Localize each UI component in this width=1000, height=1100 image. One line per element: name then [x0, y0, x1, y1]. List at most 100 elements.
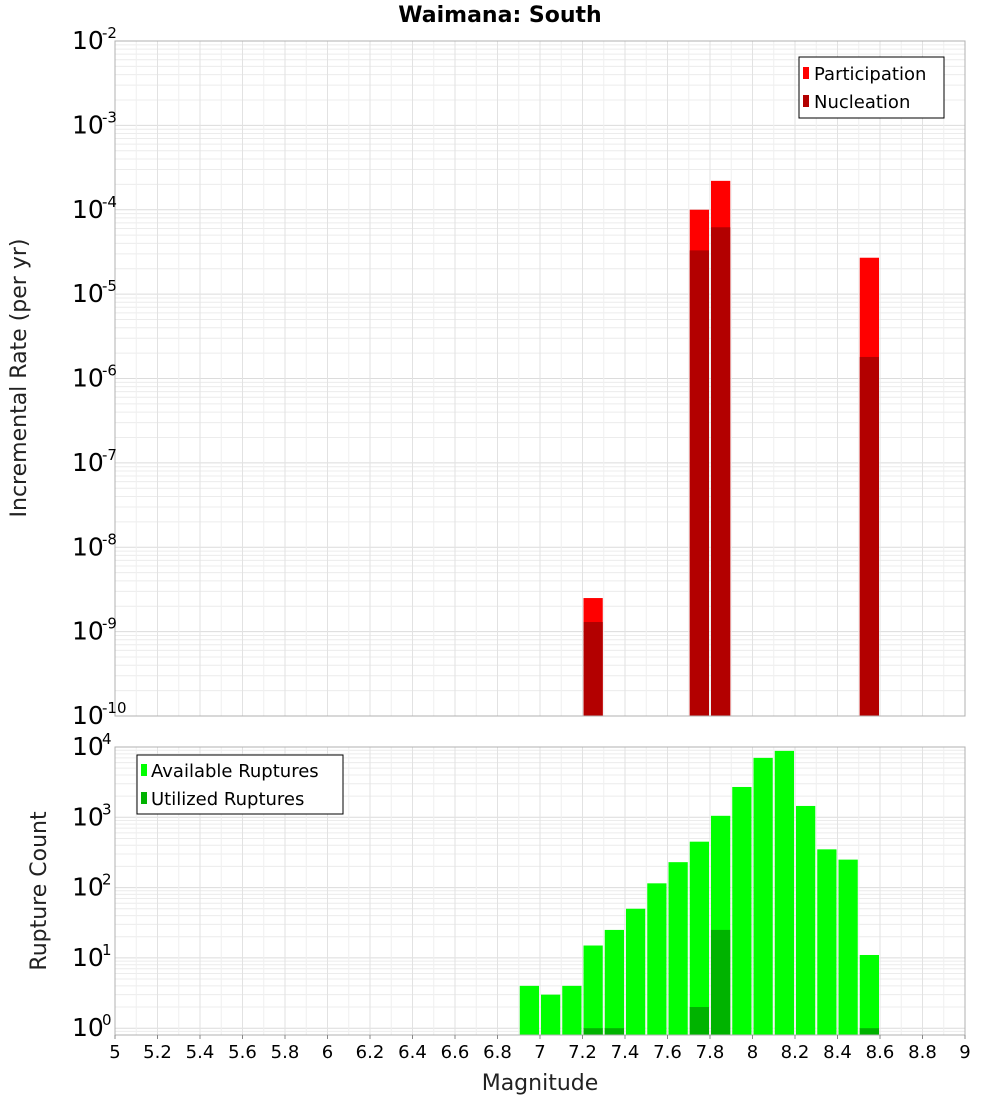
chart-title: Waimana: South [398, 3, 601, 28]
top-y-tick-base: 10 [72, 617, 104, 646]
legend-swatch-nucleation [803, 95, 809, 107]
top-bars [583, 180, 879, 717]
bottom-y-tick-base: 10 [72, 1013, 104, 1042]
top-y-tick-exponent: -2 [102, 24, 117, 42]
bottom-y-tick-exponent: 0 [102, 1011, 112, 1029]
bottom-bar-available-ruptures [689, 841, 709, 1035]
bottom-bar-available-ruptures [583, 945, 603, 1035]
top-y-tick-exponent: -8 [102, 530, 117, 548]
top-y-tick-exponent: -7 [102, 446, 117, 464]
x-tick-label: 8 [747, 1042, 758, 1063]
bottom-bar-utilized-ruptures [604, 1028, 624, 1035]
x-tick-label: 5 [109, 1042, 120, 1063]
legend-label-utilized: Utilized Ruptures [151, 789, 304, 810]
x-tick-label: 5.8 [271, 1042, 300, 1063]
bottom-bar-available-ruptures [519, 985, 539, 1035]
top-gridlines [114, 40, 966, 717]
bottom-bar-available-ruptures [647, 883, 667, 1035]
top-y-tick-exponent: -3 [102, 108, 117, 126]
bottom-y-tick-exponent: 2 [102, 871, 112, 889]
top-y-tick-exponent: -10 [102, 699, 127, 717]
x-tick-label: 5.4 [186, 1042, 215, 1063]
x-tick-labels: 5 5.2 5.4 5.6 5.8 6 6.2 6.4 6.6 6.8 7 7.2 7.4 7.6 7.8 8… [109, 1035, 971, 1063]
bottom-y-tick-exponent: 1 [102, 941, 112, 959]
x-tick-label: 7.4 [611, 1042, 640, 1063]
bottom-bar-available-ruptures [541, 994, 561, 1035]
bottom-bar-available-ruptures [562, 985, 582, 1035]
x-tick-label: 7.6 [653, 1042, 682, 1063]
bottom-bar-utilized-ruptures [583, 1028, 603, 1035]
bottom-bar-utilized-ruptures [689, 1007, 709, 1035]
bottom-bar-available-ruptures [604, 929, 624, 1035]
top-bar-nucleation [583, 622, 603, 716]
top-y-tick-base: 10 [72, 448, 104, 477]
bottom-y-tick-exponent: 4 [102, 730, 112, 748]
bottom-bar-available-ruptures [668, 862, 688, 1035]
legend-label-nucleation: Nucleation [814, 92, 910, 113]
top-plot-frame [114, 40, 966, 717]
bottom-bar-available-ruptures [753, 757, 773, 1035]
x-tick-label: 6.8 [483, 1042, 512, 1063]
bottom-bar-available-ruptures [796, 805, 816, 1035]
x-tick-label: 5.6 [228, 1042, 257, 1063]
x-tick-label: 6 [322, 1042, 333, 1063]
bottom-y-tick-exponent: 3 [102, 800, 112, 818]
legend-swatch-utilized [141, 792, 147, 804]
x-tick-label: 5.2 [143, 1042, 172, 1063]
x-tick-label: 7.2 [568, 1042, 597, 1063]
bottom-y-tick-base: 10 [72, 873, 104, 902]
x-tick-label: 9 [959, 1042, 970, 1063]
x-tick-label: 8.2 [781, 1042, 810, 1063]
legend-label-available: Available Ruptures [151, 761, 319, 782]
bottom-legend-box [136, 754, 344, 815]
top-y-tick-base: 10 [72, 195, 104, 224]
x-tick-label: 8.8 [908, 1042, 937, 1063]
bottom-bar-available-ruptures [732, 786, 752, 1035]
top-y-tick-base: 10 [72, 26, 104, 55]
bottom-y-tick-base: 10 [72, 943, 104, 972]
top-y-tick-exponent: -9 [102, 615, 117, 633]
bottom-bar-available-ruptures [626, 908, 646, 1035]
bottom-bar-utilized-ruptures [859, 1028, 879, 1035]
top-y-tick-base: 10 [72, 364, 104, 393]
bottom-y-tick-base: 10 [72, 732, 104, 761]
top-bar-nucleation [689, 250, 709, 717]
top-y-tick-base: 10 [72, 110, 104, 139]
x-tick-label: 6.2 [356, 1042, 385, 1063]
x-tick-label: 7.8 [696, 1042, 725, 1063]
bottom-y-axis-label: Rupture Count [27, 811, 52, 971]
bottom-y-tick-base: 10 [72, 802, 104, 831]
top-y-tick-exponent: -6 [102, 362, 117, 380]
legend-swatch-participation [803, 67, 809, 79]
x-tick-label: 6.6 [441, 1042, 470, 1063]
x-tick-label: 7 [534, 1042, 545, 1063]
legend-label-participation: Participation [814, 64, 926, 85]
bottom-bar-available-ruptures [838, 859, 858, 1035]
bottom-bar-available-ruptures [817, 849, 837, 1035]
top-bar-nucleation [859, 356, 879, 716]
top-y-tick-base: 10 [72, 279, 104, 308]
top-legend-box [798, 56, 945, 119]
top-y-tick-base: 10 [72, 701, 104, 730]
bottom-bars [519, 750, 879, 1035]
bottom-bar-utilized-ruptures [711, 929, 731, 1035]
top-legend: Participation Nucleation [798, 56, 945, 119]
bottom-legend: Available Ruptures Utilized Ruptures [136, 754, 344, 815]
top-y-tick-exponent: -5 [102, 277, 117, 295]
legend-swatch-available [141, 764, 147, 776]
bottom-bar-available-ruptures [859, 954, 879, 1035]
x-tick-label: 8.6 [866, 1042, 895, 1063]
x-tick-label: 8.4 [823, 1042, 852, 1063]
top-bar-nucleation [711, 227, 731, 716]
x-axis-label: Magnitude [482, 1071, 599, 1096]
bottom-bar-available-ruptures [774, 750, 794, 1035]
top-y-tick-exponent: -4 [102, 193, 117, 211]
top-y-tick-base: 10 [72, 532, 104, 561]
x-tick-label: 6.4 [398, 1042, 427, 1063]
top-y-axis-label: Incremental Rate (per yr) [7, 239, 32, 518]
